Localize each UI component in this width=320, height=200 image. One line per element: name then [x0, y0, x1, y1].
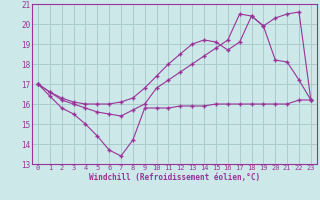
X-axis label: Windchill (Refroidissement éolien,°C): Windchill (Refroidissement éolien,°C)	[89, 173, 260, 182]
